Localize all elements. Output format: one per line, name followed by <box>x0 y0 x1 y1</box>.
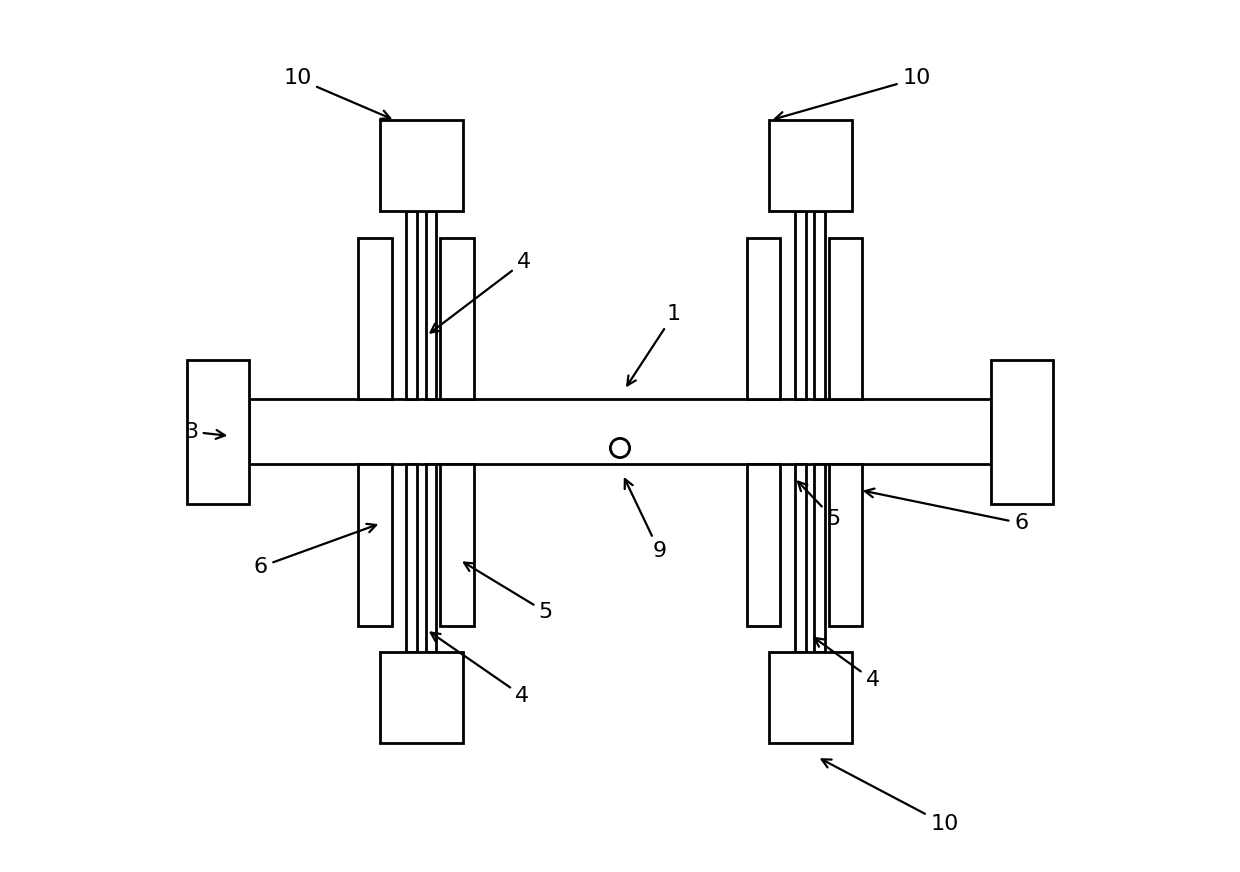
Bar <box>815 464 825 651</box>
Bar <box>795 464 806 651</box>
Text: 10: 10 <box>775 69 931 120</box>
Text: 6: 6 <box>866 488 1028 533</box>
Bar <box>748 464 780 626</box>
Text: 5: 5 <box>464 562 553 622</box>
Bar <box>830 237 862 399</box>
Bar <box>425 464 436 651</box>
Bar <box>769 651 852 743</box>
Bar <box>407 464 417 651</box>
Bar <box>830 464 862 626</box>
Text: 4: 4 <box>430 252 531 332</box>
Text: 6: 6 <box>254 524 376 576</box>
Bar <box>440 237 474 399</box>
Text: 10: 10 <box>283 69 391 119</box>
Bar <box>407 212 417 399</box>
Bar <box>249 399 991 464</box>
Bar <box>379 651 463 743</box>
Bar <box>991 359 1054 504</box>
Text: 4: 4 <box>430 632 529 705</box>
Text: 3: 3 <box>184 422 224 441</box>
Bar <box>379 119 463 212</box>
Text: 1: 1 <box>627 304 681 385</box>
Bar <box>795 212 806 399</box>
Bar <box>358 237 392 399</box>
Bar <box>769 119 852 212</box>
Bar <box>815 212 825 399</box>
Bar <box>186 359 249 504</box>
Text: 9: 9 <box>625 479 666 561</box>
Text: 4: 4 <box>815 638 880 690</box>
Text: 10: 10 <box>822 760 959 834</box>
Bar <box>425 212 436 399</box>
Bar <box>748 237 780 399</box>
Bar <box>358 464 392 626</box>
Bar <box>440 464 474 626</box>
Text: 5: 5 <box>799 481 841 528</box>
